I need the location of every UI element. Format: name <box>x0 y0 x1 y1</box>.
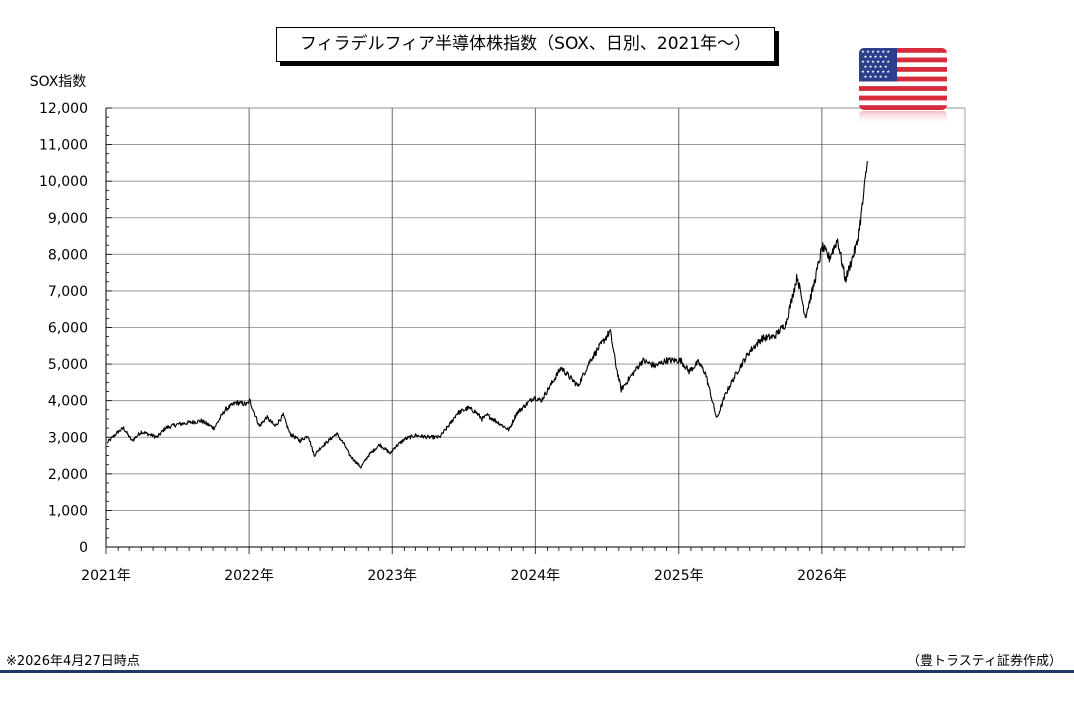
y-tick-label: 7,000 <box>48 284 88 300</box>
y-tick-label: 9,000 <box>48 211 88 227</box>
svg-text:★ ★ ★ ★ ★: ★ ★ ★ ★ ★ <box>864 54 888 59</box>
footnote-source: （豊トラスティ証券作成） <box>907 654 1062 669</box>
x-tick-label: 2021年 <box>81 568 131 584</box>
y-tick-label: 10,000 <box>39 174 88 190</box>
sox-series-line <box>106 160 868 469</box>
tick-labels: 0 1,000 2,000 3,000 4,000 5,000 6,000 7,000 8,00… <box>39 101 847 584</box>
y-tick-label: 8,000 <box>48 247 88 263</box>
y-tick-label: 0 <box>79 540 88 556</box>
svg-text:★ ★ ★ ★ ★ ★: ★ ★ ★ ★ ★ ★ <box>861 49 890 54</box>
axes <box>105 107 966 554</box>
footnote-date: ※2026年4月27日時点 <box>6 654 140 669</box>
y-tick-label: 12,000 <box>39 101 88 117</box>
svg-text:★ ★ ★ ★ ★ ★: ★ ★ ★ ★ ★ ★ <box>861 59 890 64</box>
y-tick-label: 4,000 <box>48 394 88 410</box>
us-flag-icon: ★ ★ ★ ★ ★ ★ ★ ★ ★ ★ ★ ★ ★ ★ ★ ★ ★ ★ ★ ★ … <box>859 48 947 125</box>
y-tick-label: 2,000 <box>48 467 88 483</box>
y-axis-label: SOX指数 <box>30 74 87 90</box>
svg-text:★ ★ ★ ★ ★: ★ ★ ★ ★ ★ <box>864 64 888 69</box>
svg-text:★ ★ ★ ★ ★: ★ ★ ★ ★ ★ <box>864 74 888 79</box>
grid-lines <box>106 107 965 548</box>
x-tick-label: 2024年 <box>510 568 560 584</box>
y-tick-label: 6,000 <box>48 321 88 337</box>
x-tick-label: 2023年 <box>367 568 417 584</box>
x-tick-label: 2025年 <box>654 568 704 584</box>
x-tick-label: 2022年 <box>224 568 274 584</box>
series-layer <box>106 160 868 469</box>
chart-title: フィラデルフィア半導体株指数（SOX、日別、2021年～） <box>276 27 775 62</box>
y-tick-label: 11,000 <box>39 138 88 154</box>
y-tick-label: 5,000 <box>48 357 88 373</box>
y-tick-label: 1,000 <box>48 503 88 519</box>
footer-rule <box>0 670 1074 673</box>
svg-text:★ ★ ★ ★ ★ ★: ★ ★ ★ ★ ★ ★ <box>861 69 890 74</box>
x-tick-label: 2026年 <box>797 568 847 584</box>
y-tick-label: 3,000 <box>48 430 88 446</box>
